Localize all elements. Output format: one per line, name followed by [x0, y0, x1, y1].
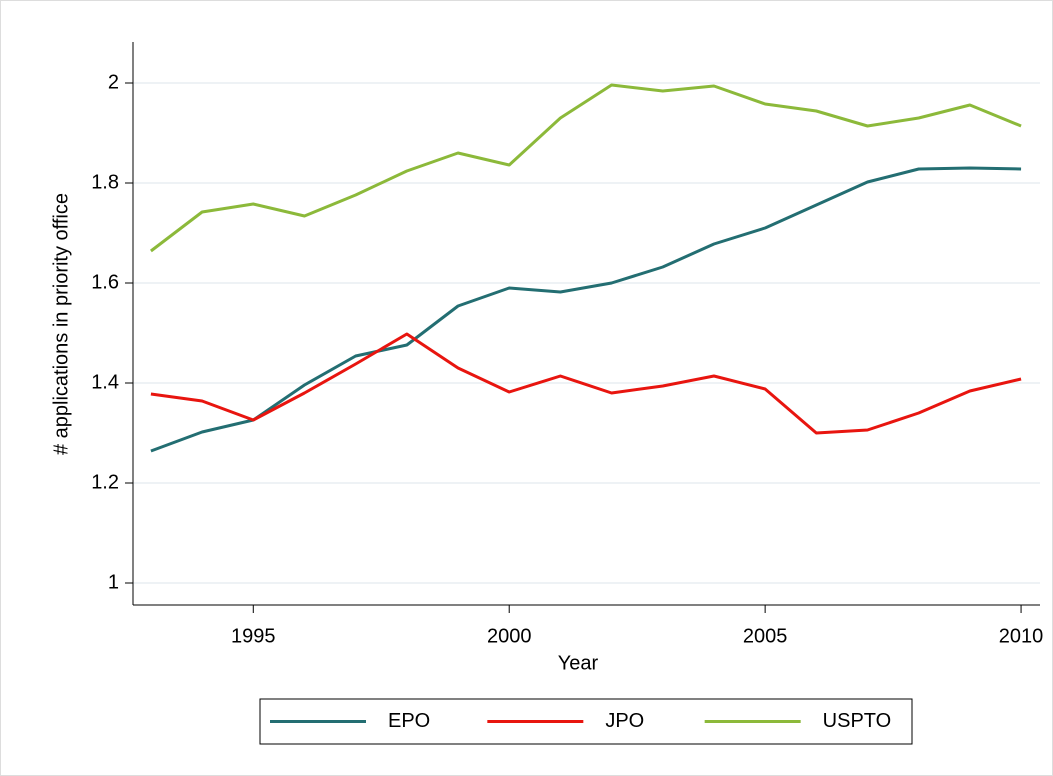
x-tick-label: 2010	[999, 625, 1044, 647]
line-series	[150, 332, 1022, 435]
y-axis-label: # applications in priority office	[50, 193, 72, 455]
line-series	[150, 83, 1022, 253]
legend-label: USPTO	[823, 710, 892, 732]
x-tick-label: 2005	[743, 625, 788, 647]
x-tick-label: 2000	[487, 625, 532, 647]
x-tick-label: 1995	[231, 625, 276, 647]
y-tick-label: 1.2	[91, 471, 119, 493]
y-tick-label: 1	[108, 571, 119, 593]
legend-label: EPO	[388, 710, 430, 732]
y-tick-label: 1.4	[91, 371, 119, 393]
y-tick-label: 1.8	[91, 171, 119, 193]
y-tick-label: 2	[108, 71, 119, 93]
x-axis-label: Year	[558, 652, 599, 674]
line-series	[150, 166, 1022, 453]
legend-label: JPO	[605, 710, 644, 732]
y-tick-label: 1.6	[91, 271, 119, 293]
legend-box	[259, 698, 913, 745]
